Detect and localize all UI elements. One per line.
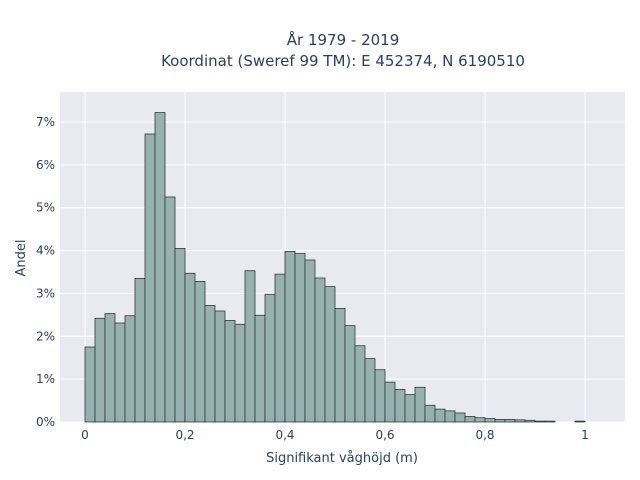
y-axis-ticks: 0% 1% 2% 3% 4% 5% 6% 7% — [36, 115, 55, 429]
x-axis-ticks: 0 0,2 0,4 0,6 0,8 1 — [81, 428, 589, 442]
histogram-bar — [384, 381, 396, 423]
histogram-bar — [574, 420, 586, 423]
histogram-bar — [454, 412, 466, 423]
x-tick-label: 0 — [81, 428, 89, 442]
y-tick-label: 1% — [36, 372, 55, 386]
histogram-bar — [294, 253, 306, 423]
histogram-bar — [434, 408, 446, 423]
histogram-bar — [144, 133, 156, 423]
histogram-bar — [344, 325, 356, 423]
histogram-bar — [524, 419, 536, 423]
chart-title-line2: Koordinat (Sweref 99 TM): E 452374, N 61… — [161, 52, 525, 70]
histogram-bar — [104, 313, 116, 423]
histogram-bar — [204, 305, 216, 423]
histogram-bar — [514, 419, 526, 423]
histogram-bar — [364, 358, 376, 423]
histogram-bar — [334, 308, 346, 423]
histogram-bar — [274, 273, 286, 423]
histogram-bar — [184, 272, 196, 423]
y-axis-title: Andel — [14, 240, 29, 277]
chart-title-line1: År 1979 - 2019 — [287, 30, 400, 49]
histogram-bar — [464, 416, 476, 423]
histogram-bar — [224, 320, 236, 423]
x-tick-label: 0,2 — [175, 428, 194, 442]
histogram-bar — [214, 310, 226, 423]
histogram-bar — [254, 314, 266, 423]
histogram-bar — [474, 417, 486, 423]
y-tick-label: 6% — [36, 158, 55, 172]
histogram-bar — [494, 419, 506, 423]
histogram-bar — [244, 270, 256, 423]
y-tick-label: 0% — [36, 415, 55, 429]
histogram-bar — [394, 389, 406, 423]
histogram-bar — [154, 112, 166, 423]
y-tick-label: 7% — [36, 115, 55, 129]
histogram-bar — [94, 317, 106, 423]
y-tick-label: 3% — [36, 286, 55, 300]
y-tick-label: 4% — [36, 244, 55, 258]
histogram-bar — [134, 278, 146, 423]
histogram-bar — [164, 196, 176, 423]
y-tick-label: 2% — [36, 329, 55, 343]
histogram-bar — [504, 419, 516, 423]
y-tick-label: 5% — [36, 201, 55, 215]
histogram-bar — [264, 293, 276, 423]
x-tick-label: 0,8 — [475, 428, 494, 442]
histogram-bar — [114, 322, 126, 423]
histogram-bar — [424, 404, 436, 423]
histogram-bar — [534, 420, 546, 423]
histogram-bar — [484, 418, 496, 423]
histogram-bar — [324, 286, 336, 423]
histogram-bar — [84, 346, 96, 423]
x-axis-title: Signifikant våghöjd (m) — [266, 451, 418, 466]
x-tick-label: 0,6 — [375, 428, 394, 442]
histogram-bar — [234, 323, 246, 423]
histogram-bar — [314, 277, 326, 423]
x-tick-label: 0,4 — [275, 428, 294, 442]
histogram-bar — [174, 248, 186, 423]
histogram-bars — [84, 112, 586, 423]
x-tick-label: 1 — [581, 428, 589, 442]
histogram-bar — [404, 394, 416, 423]
histogram-bar — [444, 410, 456, 423]
histogram-bar — [354, 345, 366, 423]
histogram-bar — [414, 386, 426, 423]
histogram-bar — [544, 420, 556, 423]
histogram-bar — [194, 281, 206, 423]
histogram-bar — [124, 315, 136, 423]
histogram-bar — [304, 259, 316, 423]
histogram-bar — [284, 251, 296, 423]
histogram-bar — [374, 369, 386, 423]
